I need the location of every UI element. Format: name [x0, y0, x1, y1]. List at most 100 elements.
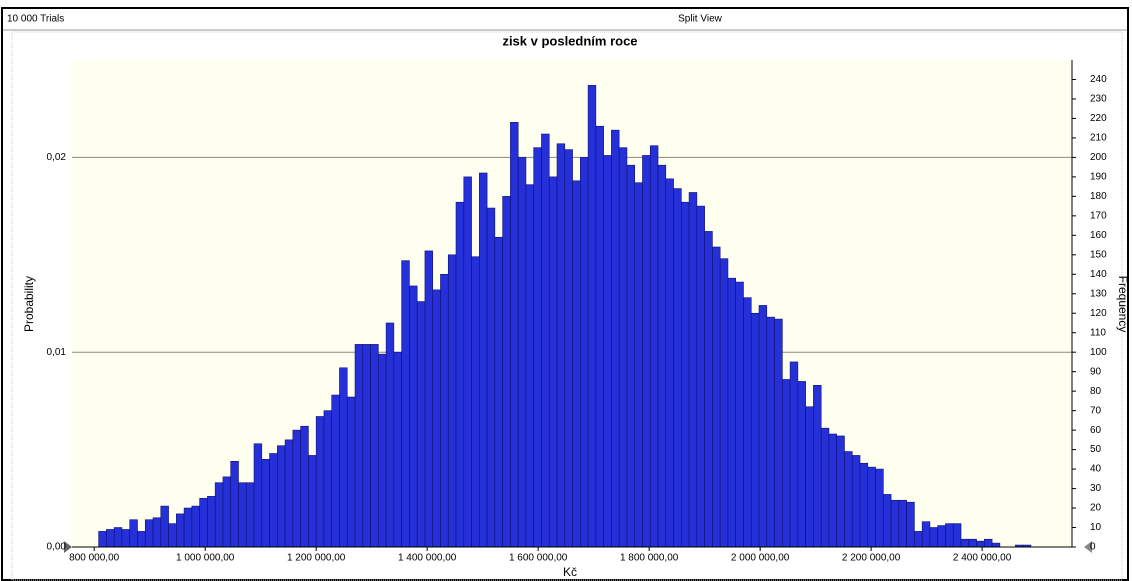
- bar: [696, 205, 705, 548]
- bar: [238, 482, 247, 548]
- y2-tick-label: 60: [1090, 425, 1102, 436]
- bar: [898, 499, 907, 548]
- bar: [168, 523, 177, 548]
- bar: [222, 476, 232, 548]
- y2-tick-label: 170: [1090, 210, 1107, 221]
- bar: [867, 466, 876, 548]
- bar: [300, 425, 309, 548]
- bar: [152, 517, 162, 548]
- x-tick-label: 800 000,00: [69, 553, 119, 564]
- bar: [199, 497, 208, 548]
- bar: [805, 406, 814, 548]
- bar: [424, 250, 434, 548]
- bar: [704, 231, 713, 548]
- y2-tick-label: 150: [1090, 249, 1107, 260]
- y2-tick-label: 240: [1090, 74, 1107, 85]
- bar: [626, 164, 636, 548]
- bar: [354, 344, 364, 548]
- bar: [525, 184, 535, 548]
- right-slider[interactable]: [1084, 541, 1092, 553]
- bar: [844, 451, 853, 548]
- bar: [649, 145, 659, 548]
- x-axis-label: Kč: [563, 565, 577, 579]
- bar: [595, 125, 604, 548]
- bar: [269, 453, 278, 548]
- bar: [292, 429, 301, 548]
- bar: [230, 460, 239, 548]
- x-tick-label: 1 000 000,00: [176, 553, 235, 564]
- bar: [611, 129, 620, 548]
- bar: [471, 256, 480, 548]
- y2-tick-label: 80: [1090, 386, 1102, 397]
- bar: [533, 147, 542, 548]
- bar: [836, 435, 845, 548]
- bar: [339, 367, 348, 548]
- bar: [914, 531, 923, 548]
- y2-tick-label: 70: [1090, 405, 1102, 416]
- bar: [968, 538, 977, 548]
- y2-tick-label: 160: [1090, 230, 1107, 241]
- bar: [828, 433, 838, 548]
- bar: [129, 519, 138, 548]
- bar: [486, 207, 496, 548]
- y2-tick-label: 200: [1090, 152, 1107, 163]
- y2-tick-label: 190: [1090, 172, 1107, 183]
- bar: [727, 277, 737, 548]
- y-axis-label: Probability: [22, 276, 36, 332]
- bar: [603, 155, 612, 548]
- y2-tick-label: 100: [1090, 347, 1107, 358]
- x-tick-label: 1 200 000,00: [287, 553, 346, 564]
- bar: [378, 353, 387, 548]
- bar: [160, 505, 169, 548]
- bar: [774, 318, 783, 548]
- y2-tick-label: 120: [1090, 308, 1107, 319]
- bar: [906, 501, 915, 548]
- y2-tick-label: 220: [1090, 113, 1107, 124]
- bar: [207, 496, 216, 548]
- bar: [370, 344, 379, 548]
- y2-tick-label: 30: [1090, 483, 1102, 494]
- bar: [564, 149, 573, 548]
- bar: [712, 246, 721, 548]
- bar: [510, 122, 519, 548]
- bar: [502, 196, 511, 548]
- bar: [813, 385, 822, 548]
- bar: [494, 236, 503, 548]
- bar: [859, 462, 869, 548]
- bar: [991, 542, 1001, 548]
- bar: [758, 305, 768, 548]
- bar: [447, 254, 457, 548]
- y-tick-label: 0,01: [47, 347, 67, 358]
- bar: [921, 521, 931, 548]
- bar: [556, 143, 566, 548]
- y2-tick-label: 180: [1090, 191, 1107, 202]
- header-center: Split View: [678, 14, 723, 25]
- bar: [673, 188, 682, 548]
- bar: [642, 155, 651, 548]
- left-slider[interactable]: [64, 541, 72, 553]
- bar: [245, 482, 255, 548]
- inner-frame: [11, 31, 1123, 581]
- bar: [688, 192, 698, 548]
- bar: [98, 531, 107, 548]
- bar: [681, 201, 690, 548]
- bar: [789, 361, 799, 548]
- bar: [106, 529, 115, 548]
- y2-tick-label: 130: [1090, 288, 1107, 299]
- bar: [952, 523, 962, 548]
- x-tick-label: 1 600 000,00: [509, 553, 568, 564]
- bar: [315, 416, 325, 548]
- bar: [113, 527, 123, 548]
- bar: [463, 176, 472, 548]
- bar: [976, 540, 985, 548]
- bar: [937, 525, 946, 548]
- y2-tick-label: 10: [1090, 522, 1102, 533]
- bar: [587, 85, 597, 548]
- bar: [479, 172, 488, 548]
- bar: [277, 445, 286, 548]
- bar: [797, 381, 806, 548]
- x-tick-label: 1 400 000,00: [398, 553, 457, 564]
- y2-tick-label: 140: [1090, 269, 1107, 280]
